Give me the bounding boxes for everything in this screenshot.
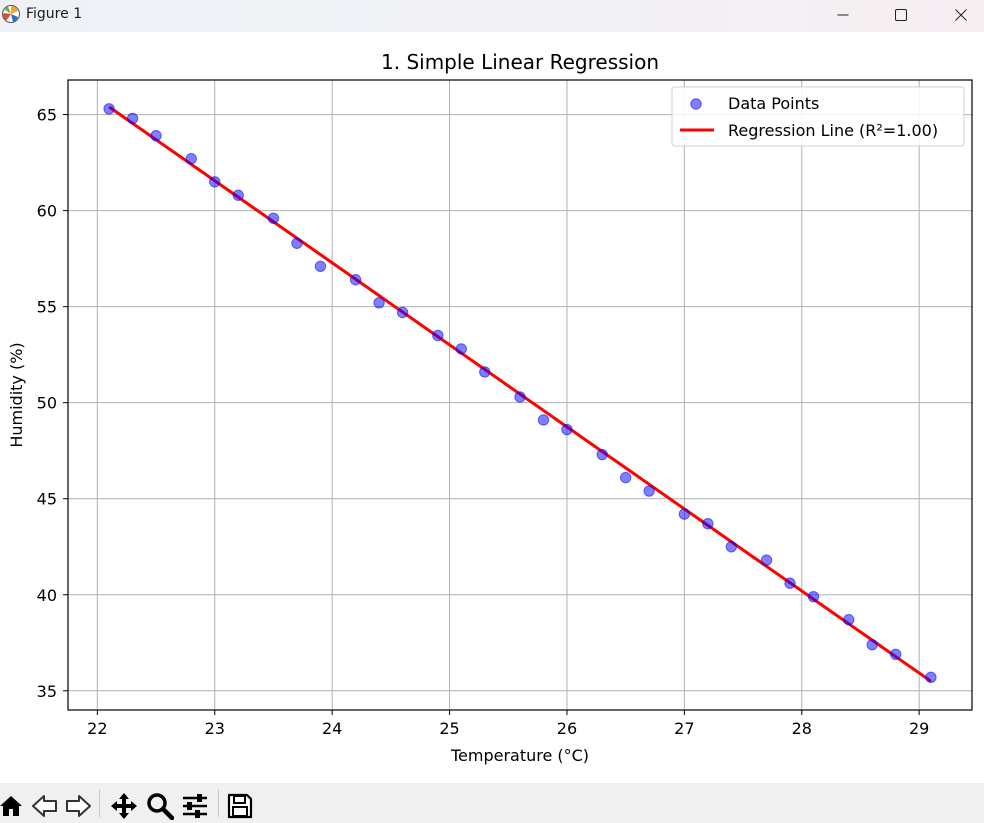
data-point xyxy=(596,448,608,461)
configure-subplots-button[interactable] xyxy=(180,791,210,821)
x-tick-label: 28 xyxy=(792,719,812,738)
save-icon xyxy=(227,793,253,819)
x-tick-label: 29 xyxy=(909,719,929,738)
close-button[interactable] xyxy=(938,0,984,30)
legend: Data Points Regression Line (R²=1.00) xyxy=(671,86,965,147)
home-button[interactable] xyxy=(0,791,26,821)
maximize-icon xyxy=(895,9,907,21)
y-tick-label: 60 xyxy=(37,202,57,221)
save-button[interactable] xyxy=(225,791,255,821)
navigation-toolbar xyxy=(0,783,984,823)
forward-icon xyxy=(66,795,91,817)
x-tick-label: 26 xyxy=(557,719,577,738)
grid xyxy=(68,80,972,710)
data-point xyxy=(643,485,655,497)
data-point xyxy=(349,274,362,286)
x-tick-label: 27 xyxy=(674,719,694,738)
data-point xyxy=(209,176,221,188)
matplotlib-logo-icon xyxy=(2,5,20,23)
data-point xyxy=(232,189,244,201)
y-tick-label: 40 xyxy=(37,586,57,605)
minimize-icon xyxy=(837,14,849,16)
chart: 1. Simple Linear Regression 22 23 24 25 26 27… xyxy=(7,50,973,765)
x-axis-ticks: 22 23 24 25 26 27 28 29 xyxy=(87,710,929,738)
data-point xyxy=(760,554,773,566)
y-tick-label: 55 xyxy=(37,298,57,317)
x-tick-label: 22 xyxy=(87,719,107,738)
data-point xyxy=(889,648,902,660)
x-axis-label: Temperature (°C) xyxy=(450,746,589,765)
back-icon xyxy=(32,795,57,817)
legend-box xyxy=(671,86,965,147)
window-title: Figure 1 xyxy=(26,6,83,22)
zoom-button[interactable] xyxy=(145,791,175,821)
data-point xyxy=(479,366,491,378)
plot-frame xyxy=(67,79,973,711)
pan-icon xyxy=(111,793,137,819)
toolbar-separator xyxy=(218,789,219,817)
configure-subplots-icon xyxy=(183,794,207,818)
y-tick-label: 65 xyxy=(37,106,57,125)
data-point xyxy=(103,103,115,115)
data-point xyxy=(291,237,303,249)
chart-title: 1. Simple Linear Regression xyxy=(381,50,659,74)
data-point xyxy=(455,343,467,355)
data-point xyxy=(866,638,878,651)
data-point xyxy=(432,329,444,342)
minimize-button[interactable] xyxy=(820,0,866,30)
y-tick-label: 35 xyxy=(37,682,57,701)
pan-button[interactable] xyxy=(109,791,139,821)
close-icon xyxy=(955,9,967,21)
zoom-icon xyxy=(147,793,174,820)
back-button[interactable] xyxy=(30,791,60,821)
data-point xyxy=(514,391,526,403)
data-point xyxy=(807,590,820,603)
x-tick-label: 25 xyxy=(439,719,459,738)
toolbar-separator xyxy=(99,789,100,817)
legend-label-data-points: Data Points xyxy=(728,94,819,113)
data-points xyxy=(103,103,937,684)
home-icon xyxy=(0,796,22,816)
data-point xyxy=(619,471,632,484)
data-point xyxy=(702,517,714,530)
data-point xyxy=(561,423,573,436)
data-point xyxy=(396,306,409,319)
x-tick-label: 24 xyxy=(322,719,342,738)
legend-marker-data-points xyxy=(690,98,702,110)
y-tick-label: 45 xyxy=(37,490,57,509)
forward-button[interactable] xyxy=(63,791,93,821)
data-point xyxy=(126,112,139,125)
data-point xyxy=(925,671,937,684)
x-tick-label: 23 xyxy=(205,719,225,738)
data-point xyxy=(725,541,738,553)
data-point xyxy=(373,297,385,309)
data-point xyxy=(537,414,550,426)
data-point xyxy=(678,508,691,520)
data-point xyxy=(185,153,197,165)
data-point xyxy=(314,260,327,273)
figure-canvas[interactable]: 1. Simple Linear Regression 22 23 24 25 26 27… xyxy=(0,32,984,783)
data-point xyxy=(784,577,796,589)
legend-label-regression-line: Regression Line (R²=1.00) xyxy=(728,121,938,140)
y-axis-label: Humidity (%) xyxy=(7,342,26,447)
maximize-button[interactable] xyxy=(878,0,924,30)
data-point xyxy=(150,130,162,142)
y-axis-ticks: 35 40 45 50 55 60 65 xyxy=(37,106,68,701)
data-point xyxy=(843,614,855,626)
window-title-bar: Figure 1 xyxy=(0,0,984,32)
y-tick-label: 50 xyxy=(37,394,57,413)
data-point xyxy=(267,212,280,224)
